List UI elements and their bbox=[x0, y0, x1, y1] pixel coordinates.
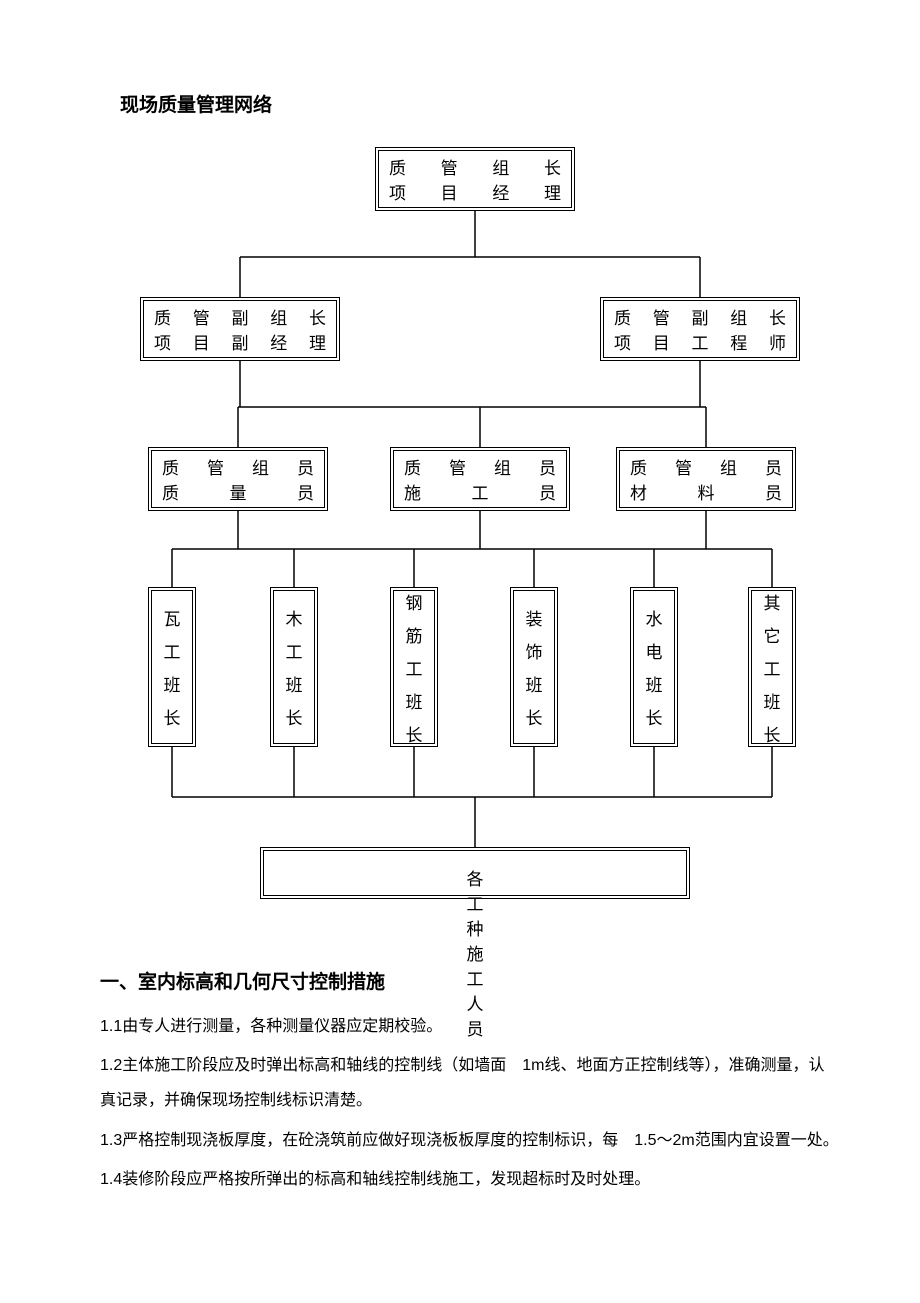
node-l4b: 木工班长 bbox=[270, 587, 318, 747]
org-chart: 质管组长 项目经理 质管副组长 项目副经理 质管副组长 项目工程师 质管组员 质… bbox=[110, 147, 830, 937]
node-l4e: 水电班长 bbox=[630, 587, 678, 747]
node-l4c: 钢筋工班长 bbox=[390, 587, 438, 747]
paragraph-3: 1.3严格控制现浇板厚度，在砼浇筑前应做好现浇板板厚度的控制标识，每 1.5～2… bbox=[100, 1123, 840, 1158]
paragraph-2: 1.2主体施工阶段应及时弹出标高和轴线的控制线（如墙面 1m线、地面方正控制线等… bbox=[100, 1048, 840, 1118]
node-l3a: 质管组员 质量员 bbox=[148, 447, 328, 511]
node-l4a: 瓦工班长 bbox=[148, 587, 196, 747]
chart-connectors bbox=[110, 147, 830, 937]
page-title: 现场质量管理网络 bbox=[120, 90, 840, 117]
paragraph-4: 1.4装修阶段应严格按所弹出的标高和轴线控制线施工，发现超标时及时处理。 bbox=[100, 1162, 840, 1197]
node-bottom: 各工种施工人员 bbox=[260, 847, 690, 899]
node-l4f: 其它工班长 bbox=[748, 587, 796, 747]
node-l4d: 装饰班长 bbox=[510, 587, 558, 747]
node-l2a: 质管副组长 项目副经理 bbox=[140, 297, 340, 361]
node-l2b: 质管副组长 项目工程师 bbox=[600, 297, 800, 361]
node-l3b: 质管组员 施工员 bbox=[390, 447, 570, 511]
node-top: 质管组长 项目经理 bbox=[375, 147, 575, 211]
node-l3c: 质管组员 材料员 bbox=[616, 447, 796, 511]
